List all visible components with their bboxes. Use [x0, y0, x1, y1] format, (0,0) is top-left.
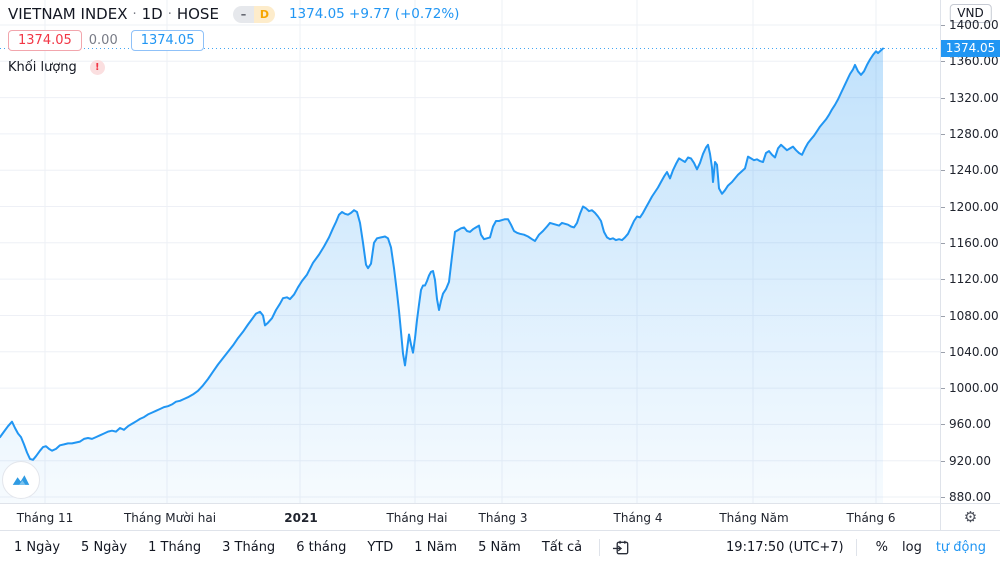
price-tick — [941, 133, 945, 135]
time-axis-label: Tháng 6 — [846, 511, 896, 525]
price-tick — [941, 61, 945, 63]
price-axis-label: 1200.00 — [949, 199, 999, 214]
range-button[interactable]: 1 Ngày — [14, 539, 61, 555]
log-scale-button[interactable]: log — [902, 539, 922, 555]
daily-interval-badge[interactable]: D — [253, 5, 275, 23]
price-axis-label: 1040.00 — [949, 344, 999, 359]
range-button[interactable]: YTD — [367, 539, 394, 555]
auto-scale-button[interactable]: tự động — [935, 539, 986, 555]
session-clock[interactable]: 19:17:50 (UTC+7) — [726, 539, 844, 555]
range-button[interactable]: 1 Năm — [414, 539, 458, 555]
bid-ask-row: 1374.05 0.00 1374.05 — [8, 30, 459, 51]
exchange-label: HOSE — [176, 5, 219, 23]
symbol-row: VIETNAM INDEX · 1D · HOSE – D 1374.05 +9… — [8, 5, 459, 23]
toolbar-divider — [599, 538, 601, 556]
price-axis-label: 1240.00 — [949, 163, 999, 178]
price-tick — [941, 497, 945, 498]
time-axis-label: Tháng 4 — [613, 511, 663, 525]
range-button[interactable]: Tất cả — [541, 539, 583, 555]
price-axis-label: 1360.00 — [949, 54, 999, 69]
interval-label: 1D — [141, 5, 163, 23]
tradingview-logo-button[interactable] — [2, 461, 40, 499]
price-axis-label: 1280.00 — [949, 126, 999, 141]
chart-pane[interactable]: VIETNAM INDEX · 1D · HOSE – D 1374.05 +9… — [0, 0, 940, 503]
price-tick — [941, 424, 945, 426]
range-button[interactable]: 5 Ngày — [81, 539, 128, 555]
price-tick — [941, 315, 945, 317]
indicator-row: Khối lượng ! — [8, 60, 459, 75]
bottom-toolbar: 1 Ngày 5 Ngày 1 Tháng 3 Tháng 6 tháng YTD 1 Nă… — [0, 530, 1000, 563]
price-area-chart[interactable] — [0, 0, 940, 503]
last-price-change: 1374.05 +9.77 (+0.72%) — [288, 6, 460, 22]
time-axis[interactable]: Tháng 11 Tháng Mười hai 2021 Tháng Hai Tháng… — [0, 503, 940, 530]
time-axis-label: Tháng Mười hai — [123, 511, 217, 525]
separator-dot: · — [132, 6, 137, 22]
price-tick — [941, 351, 945, 353]
volume-indicator-label[interactable]: Khối lượng — [8, 60, 77, 75]
range-buttons: 1 Ngày 5 Ngày 1 Tháng 3 Tháng 6 tháng YTD 1 Nă… — [14, 540, 603, 555]
spread-value: 0.00 — [88, 33, 118, 48]
price-tick — [941, 170, 945, 172]
price-axis[interactable]: VND 1400.00 1360.00 1320.00 1280.00 1240.00 1… — [940, 0, 1000, 504]
price-tick — [941, 242, 945, 244]
time-axis-label: Tháng Hai — [386, 511, 448, 525]
current-price-badge: 1374.05 — [941, 40, 1000, 57]
price-axis-label: 1320.00 — [949, 90, 999, 105]
interval-toggle[interactable]: – D — [232, 5, 275, 23]
price-axis-label: 1120.00 — [949, 272, 999, 287]
symbol-name: VIETNAM INDEX — [8, 5, 128, 23]
price-axis-label: 880.00 — [949, 490, 991, 504]
price-axis-label: 1160.00 — [949, 235, 999, 250]
gear-icon[interactable]: ⚙ — [963, 507, 978, 526]
separator-dot: · — [167, 6, 172, 22]
go-to-date-button[interactable] — [612, 538, 631, 557]
price-axis-label: 920.00 — [949, 453, 991, 468]
price-axis-label: 1400.00 — [949, 18, 999, 32]
range-button[interactable]: 1 Tháng — [148, 539, 202, 555]
price-axis-label: 1080.00 — [949, 308, 999, 323]
mountain-logo-icon — [12, 475, 30, 485]
range-button[interactable]: 5 Năm — [478, 539, 521, 555]
buy-price-box[interactable]: 1374.05 — [130, 30, 205, 51]
percent-scale-button[interactable]: % — [875, 539, 888, 555]
price-axis-label: 1000.00 — [949, 381, 999, 396]
price-tick — [941, 206, 945, 208]
range-button[interactable]: 3 Tháng — [222, 539, 276, 555]
price-tick — [941, 279, 945, 281]
axis-settings-corner[interactable]: ⚙ — [940, 503, 1000, 530]
toolbar-divider — [855, 538, 857, 556]
price-tick — [941, 388, 945, 390]
indicator-error-icon[interactable]: ! — [89, 60, 105, 75]
go-to-date-icon — [613, 540, 629, 554]
range-button[interactable]: 6 tháng — [296, 539, 347, 555]
time-axis-label: Tháng 11 — [16, 511, 74, 525]
price-tick — [941, 97, 945, 99]
chart-legend: VIETNAM INDEX · 1D · HOSE – D 1374.05 +9… — [8, 5, 459, 75]
price-tick — [941, 25, 945, 26]
price-axis-label: 960.00 — [949, 417, 991, 432]
sell-price-box[interactable]: 1374.05 — [8, 30, 82, 51]
time-axis-label: 2021 — [284, 511, 318, 525]
currency-button[interactable]: VND — [949, 4, 992, 23]
price-tick — [941, 460, 945, 462]
time-axis-label: Tháng 3 — [478, 511, 528, 525]
dash-icon[interactable]: – — [232, 5, 254, 23]
time-axis-label: Tháng Năm — [719, 511, 789, 525]
